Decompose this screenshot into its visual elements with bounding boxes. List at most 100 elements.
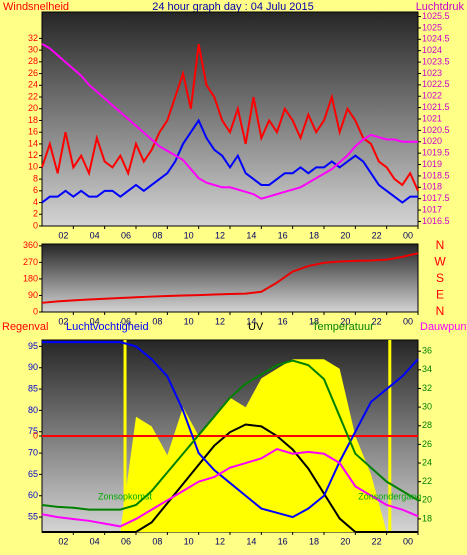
y2-tick-label: 1021 [422,113,442,123]
x-tick-label: 14 [246,316,256,326]
line [41,43,418,200]
y3-tick-label: 0 [33,430,38,440]
plot-area [41,243,419,313]
x-tick-label: 04 [90,536,100,546]
annotation: Zonsondergang [358,491,421,501]
y2-tick-label: 1017.5 [422,193,450,203]
line [42,423,418,533]
legend-label: UV [248,321,264,333]
x-tick-label: 18 [309,536,319,546]
y-tick-label: 18 [28,115,38,125]
y2-tick-label: 32 [422,383,432,393]
y-tick-label: 30 [28,44,38,54]
line [41,447,419,528]
y-tick-label: 0 [33,306,38,316]
x-tick-label: 12 [215,230,225,240]
y2-tick-label: 1025.5 [422,11,450,21]
y2-tick-label: 22 [422,476,432,486]
y2-tick-label: 1023.5 [422,56,450,66]
plot-area [41,11,419,227]
y2-tick-label: 26 [422,439,432,449]
y2-tick-label: 1023 [422,68,442,78]
x-tick-label: 12 [215,536,225,546]
y-tick-label: 70 [28,447,38,457]
y2-tick-label: 34 [422,364,432,374]
y2-tick-label: 30 [422,401,432,411]
y-tick-label: 28 [28,56,38,66]
y-tick-label: 32 [28,33,38,43]
x-tick-label: 20 [340,316,350,326]
y-tick-label: 16 [28,127,38,137]
y-tick-label: 8 [33,173,38,183]
x-tick-label: 14 [246,230,256,240]
x-tick-label: 16 [278,536,288,546]
line [41,359,419,511]
y2-tick-label: 24 [422,457,432,467]
y-tick-label: 55 [28,511,38,521]
compass-label: S [436,271,444,285]
y-tick-label: 2 [33,209,38,219]
area [42,359,418,532]
x-tick-label: 00 [403,316,413,326]
x-tick-label: 22 [372,316,382,326]
compass-label: E [436,288,444,302]
x-tick-label: 16 [278,230,288,240]
x-tick-label: 02 [58,316,68,326]
y2-tick-label: 1022.5 [422,79,450,89]
x-tick-label: 22 [372,230,382,240]
line [41,118,418,204]
line [41,252,419,304]
y-tick-label: 4 [33,197,38,207]
x-tick-label: 06 [121,536,131,546]
x-tick-label: 10 [184,536,194,546]
annotation: Zonsopkomst [98,491,153,501]
x-tick-label: 16 [278,316,288,326]
y2-tick-label: 1020 [422,136,442,146]
y2-tick-label: 1021.5 [422,102,450,112]
y-tick-label: 180 [23,273,38,283]
y2-tick-label: 1016.5 [422,216,450,226]
y2-tick-label: 1017 [422,204,442,214]
x-tick-label: 08 [152,316,162,326]
y-tick-label: 26 [28,68,38,78]
x-tick-label: 22 [372,536,382,546]
y-tick-label: 14 [28,138,38,148]
chart-title: 24 hour graph day : 04 Julu 2015 [152,1,313,13]
y-tick-label: 80 [28,405,38,415]
x-tick-label: 00 [403,536,413,546]
y2-tick-label: 20 [422,495,432,505]
y-tick-label: 20 [28,103,38,113]
x-tick-label: 20 [340,230,350,240]
y-tick-label: 90 [28,290,38,300]
y-tick-label: 12 [28,150,38,160]
y-tick-label: 65 [28,469,38,479]
y2-tick-label: 1025 [422,22,442,32]
x-tick-label: 18 [309,230,319,240]
y-axis-title: Windsnelheid [3,1,69,13]
y2-tick-label: 28 [422,420,432,430]
line [41,44,419,192]
y2-tick-label: 1018 [422,182,442,192]
y2-tick-label: 1024 [422,45,442,55]
compass-label: N [436,238,445,252]
x-tick-label: 02 [58,230,68,240]
y-tick-label: 75 [28,426,38,436]
legend-label: Temperatuur [312,321,374,333]
x-tick-label: 20 [340,536,350,546]
legend-label: Regenval [2,321,48,333]
x-tick-label: 18 [309,316,319,326]
x-tick-label: 06 [121,230,131,240]
x-tick-label: 06 [121,316,131,326]
y2-tick-label: 1019 [422,159,442,169]
y-tick-label: 85 [28,383,38,393]
x-tick-label: 04 [90,316,100,326]
y-tick-label: 22 [28,91,38,101]
y2-tick-label: 1024.5 [422,34,450,44]
x-tick-label: 00 [403,230,413,240]
y-tick-label: 0 [33,220,38,230]
y2-tick-label: 18 [422,513,432,523]
y2-tick-label: 36 [422,346,432,356]
y-tick-label: 24 [28,80,38,90]
x-tick-label: 08 [152,536,162,546]
compass-label: W [434,255,446,269]
